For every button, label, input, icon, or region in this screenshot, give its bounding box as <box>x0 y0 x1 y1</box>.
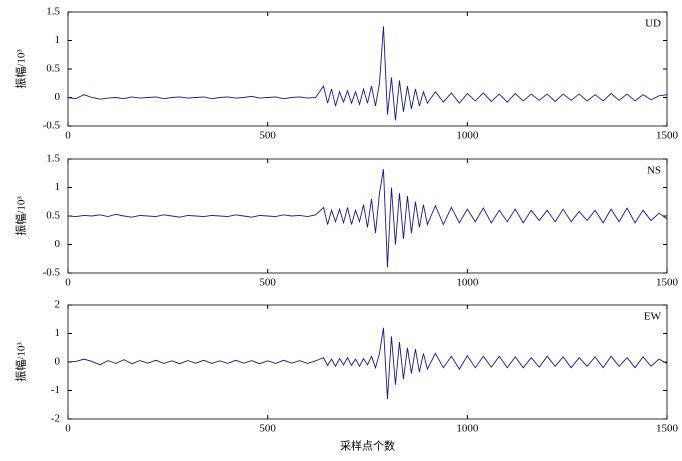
x-tick-label: 1500 <box>656 423 679 435</box>
y-axis-label: 振幅/10³ <box>14 342 28 382</box>
y-tick-label: 1 <box>55 327 61 339</box>
x-tick-label: 500 <box>259 130 276 142</box>
x-tick-label: 1500 <box>656 130 679 142</box>
y-tick-label: 2 <box>55 299 61 311</box>
x-tick-label: 1000 <box>456 277 479 289</box>
y-tick-label: 0 <box>55 356 61 368</box>
x-tick-label: 1500 <box>656 277 679 289</box>
series-line <box>67 169 668 268</box>
plot-frame <box>67 11 668 127</box>
x-axis-label: 采样点个数 <box>340 439 395 453</box>
x-tick-label: 500 <box>259 423 276 435</box>
y-tick-label: -0.5 <box>43 267 61 279</box>
y-tick-label: -1 <box>51 384 60 396</box>
y-tick-label: 1 <box>55 34 61 46</box>
panel-label: UD <box>645 18 661 30</box>
plot-frame <box>67 158 668 274</box>
plot-frame <box>67 304 668 420</box>
y-tick-label: 1.5 <box>46 6 60 18</box>
y-tick-label: 1 <box>55 181 61 193</box>
panel-label: EW <box>644 311 662 323</box>
y-tick-label: 1.5 <box>46 153 60 165</box>
y-axis-label: 振幅/10³ <box>14 49 28 89</box>
x-tick-label: 0 <box>65 277 71 289</box>
y-tick-label: -0.5 <box>43 120 61 132</box>
y-tick-label: -2 <box>51 413 60 425</box>
x-tick-label: 0 <box>65 130 71 142</box>
series-line <box>67 26 668 121</box>
y-tick-label: 0.5 <box>46 63 60 75</box>
x-tick-label: 1000 <box>456 423 479 435</box>
y-axis-label: 振幅/10³ <box>14 196 28 236</box>
x-tick-label: 1000 <box>456 130 479 142</box>
panel-label: NS <box>647 165 661 177</box>
series-line <box>67 327 668 400</box>
y-tick-label: 0 <box>55 238 61 250</box>
y-tick-label: 0.5 <box>46 210 60 222</box>
x-tick-label: 500 <box>259 277 276 289</box>
x-tick-label: 0 <box>65 423 71 435</box>
y-tick-label: 0 <box>55 91 61 103</box>
